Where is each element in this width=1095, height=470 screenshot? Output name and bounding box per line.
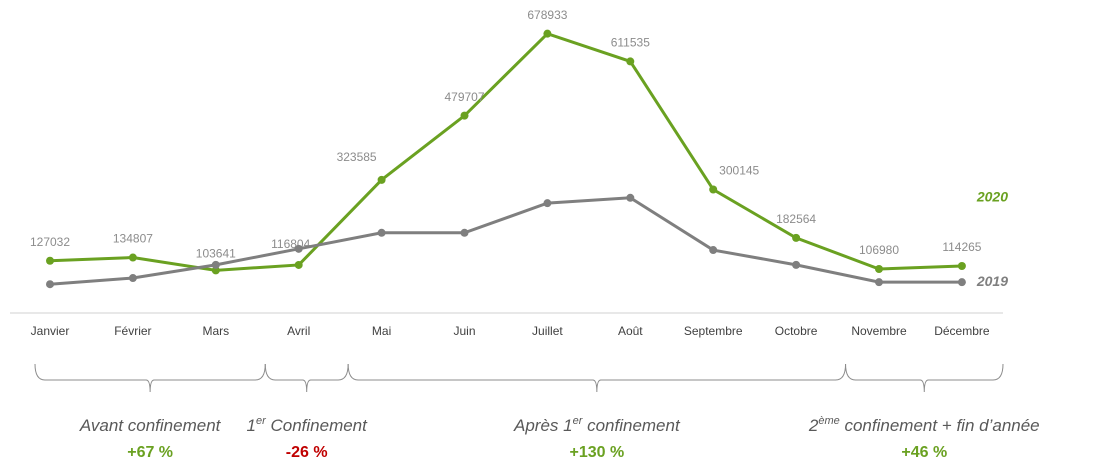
- x-tick-label: Octobre: [775, 324, 818, 338]
- data-point: [709, 185, 718, 194]
- data-point: [875, 278, 883, 287]
- period-brace: [347, 363, 847, 393]
- data-point: [460, 228, 469, 237]
- x-tick-label: Janvier: [31, 324, 70, 338]
- series-line: [49, 196, 962, 286]
- data-label: 182564: [776, 212, 816, 226]
- data-point: [626, 193, 635, 202]
- period-name: Avant confinement: [79, 416, 222, 435]
- data-point: [46, 256, 54, 265]
- x-tick-label: Juillet: [532, 324, 563, 338]
- x-tick-label: Février: [114, 324, 151, 338]
- data-label: 678933: [527, 8, 567, 22]
- data-point: [211, 260, 220, 269]
- data-label: 300145: [719, 164, 759, 178]
- data-point: [957, 261, 966, 270]
- data-label: 134807: [113, 232, 153, 246]
- data-point: [294, 260, 303, 269]
- period-name-part: ème: [818, 415, 839, 427]
- data-point: [460, 111, 469, 120]
- data-point: [211, 266, 220, 275]
- period-name-part: Confinement: [266, 416, 368, 435]
- data-point: [128, 253, 137, 262]
- data-point: [792, 233, 801, 242]
- data-point: [709, 246, 718, 255]
- legend-label: 2020: [976, 189, 1008, 205]
- period-change: -26 %: [286, 444, 328, 461]
- x-tick-label: Décembre: [934, 324, 990, 338]
- period-name-part: confinement + fin d’année: [840, 416, 1040, 435]
- data-point: [46, 280, 54, 289]
- period-name-part: er: [573, 415, 584, 427]
- data-point: [128, 274, 137, 283]
- period-name-part: er: [256, 415, 267, 427]
- data-point: [626, 57, 635, 66]
- period-name: 2ème confinement + fin d’année: [808, 415, 1040, 436]
- data-label: 127032: [30, 235, 70, 249]
- data-label: 611535: [611, 36, 650, 50]
- series-line: [49, 31, 962, 272]
- data-label: 114265: [942, 240, 981, 254]
- data-point: [294, 244, 303, 253]
- period-name-part: confinement: [582, 416, 681, 435]
- x-tick-label: Mai: [372, 324, 391, 338]
- data-point: [875, 264, 883, 273]
- x-tick-label: Mars: [202, 324, 229, 338]
- data-point: [377, 175, 386, 184]
- x-tick-label: Novembre: [851, 324, 907, 338]
- data-point: [543, 29, 552, 38]
- period-brace: [845, 363, 1004, 393]
- data-point: [957, 278, 966, 287]
- x-tick-label: Avril: [287, 324, 310, 338]
- data-label: 479707: [444, 90, 484, 104]
- x-tick-label: Juin: [453, 324, 475, 338]
- period-name-part: 1: [247, 416, 256, 435]
- period-name: 1er Confinement: [247, 415, 369, 436]
- legend-label: 2019: [976, 273, 1008, 289]
- period-change: +67 %: [127, 444, 173, 461]
- data-point: [377, 228, 386, 237]
- data-label: 106980: [859, 243, 899, 257]
- period-name: Après 1er confinement: [513, 415, 681, 436]
- data-point: [792, 260, 801, 269]
- period-name-part: Avant confinement: [79, 416, 222, 435]
- period-change: +46 %: [901, 444, 947, 461]
- data-label: 103641: [196, 247, 236, 261]
- period-brace: [264, 363, 349, 393]
- x-tick-label: Septembre: [684, 324, 743, 338]
- x-tick-label: Août: [618, 324, 643, 338]
- data-point: [543, 199, 552, 208]
- data-label: 323585: [337, 150, 377, 164]
- period-name-part: 2: [808, 416, 819, 435]
- period-change: +130 %: [569, 444, 624, 461]
- period-name-part: Après 1: [513, 416, 573, 435]
- period-brace: [34, 363, 266, 393]
